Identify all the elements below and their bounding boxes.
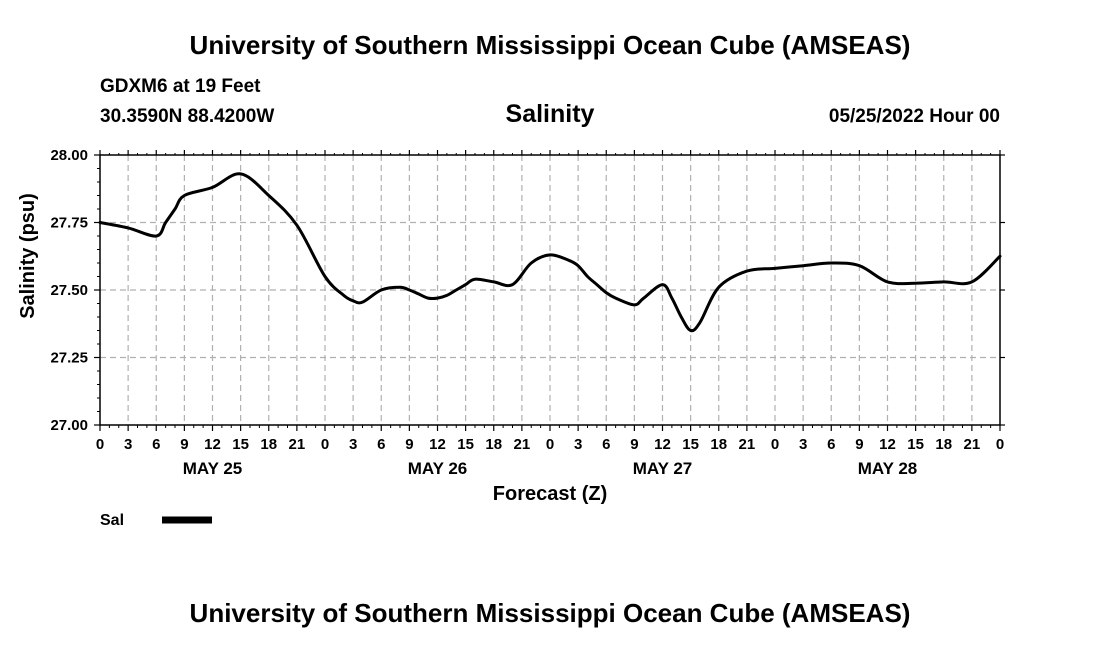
y-tick-label: 27.00	[50, 417, 88, 434]
date-label: MAY 26	[408, 459, 468, 478]
x-tick-label: 0	[771, 436, 779, 453]
date-label: MAY 25	[183, 459, 243, 478]
y-tick-label: 27.75	[50, 215, 88, 232]
axis-labels: 0 3 6 9 12 15 18 21 0 3 6 9 12 15 18 21 0 3 6 9 12 15 18 21 0 3 6 9…	[50, 147, 1004, 478]
x-tick-label: 12	[429, 436, 446, 453]
x-tick-label: 12	[654, 436, 671, 453]
x-tick-label: 18	[485, 436, 502, 453]
x-tick-label: 18	[935, 436, 952, 453]
x-tick-label: 18	[260, 436, 277, 453]
bottom-title: University of Southern Mississippi Ocean…	[189, 598, 911, 628]
x-tick-label: 6	[152, 436, 160, 453]
x-tick-label: 6	[377, 436, 385, 453]
axis-ticks	[94, 150, 1005, 431]
x-tick-label: 15	[907, 436, 924, 453]
x-tick-label: 15	[682, 436, 699, 453]
station-label: GDXM6 at 19 Feet	[100, 76, 261, 97]
date-label: MAY 27	[633, 459, 693, 478]
x-tick-label: 0	[321, 436, 329, 453]
x-tick-label: 0	[996, 436, 1004, 453]
x-tick-label: 0	[96, 436, 104, 453]
x-tick-label: 15	[232, 436, 249, 453]
x-tick-label: 12	[879, 436, 896, 453]
x-tick-label: 12	[204, 436, 221, 453]
x-tick-label: 3	[124, 436, 132, 453]
x-tick-label: 9	[630, 436, 638, 453]
y-axis-title: Salinity (psu)	[17, 193, 39, 319]
x-tick-label: 15	[457, 436, 474, 453]
legend-label: Sal	[100, 512, 124, 529]
x-tick-label: 9	[405, 436, 413, 453]
x-tick-label: 21	[739, 436, 756, 453]
location-label: 30.3590N 88.4200W	[100, 106, 275, 127]
y-tick-label: 28.00	[50, 147, 88, 164]
x-tick-label: 3	[799, 436, 807, 453]
y-tick-label: 27.25	[50, 350, 88, 367]
x-tick-label: 9	[180, 436, 188, 453]
top-title: University of Southern Mississippi Ocean…	[189, 30, 911, 60]
x-tick-label: 21	[289, 436, 306, 453]
x-tick-label: 9	[855, 436, 863, 453]
x-tick-label: 3	[349, 436, 357, 453]
x-tick-label: 0	[546, 436, 554, 453]
x-tick-label: 21	[964, 436, 981, 453]
x-tick-label: 21	[514, 436, 531, 453]
datetime-label: 05/25/2022 Hour 00	[828, 106, 1000, 127]
x-tick-label: 6	[827, 436, 835, 453]
x-tick-label: 3	[574, 436, 582, 453]
x-tick-label: 6	[602, 436, 610, 453]
chart-title: Salinity	[505, 100, 595, 128]
x-tick-label: 18	[710, 436, 727, 453]
date-label: MAY 28	[858, 459, 918, 478]
series-line-sal	[98, 172, 1002, 333]
y-tick-label: 27.50	[50, 282, 88, 299]
x-axis-title: Forecast (Z)	[493, 483, 607, 505]
grid-lines	[100, 155, 1000, 425]
series-layer	[98, 172, 1002, 333]
